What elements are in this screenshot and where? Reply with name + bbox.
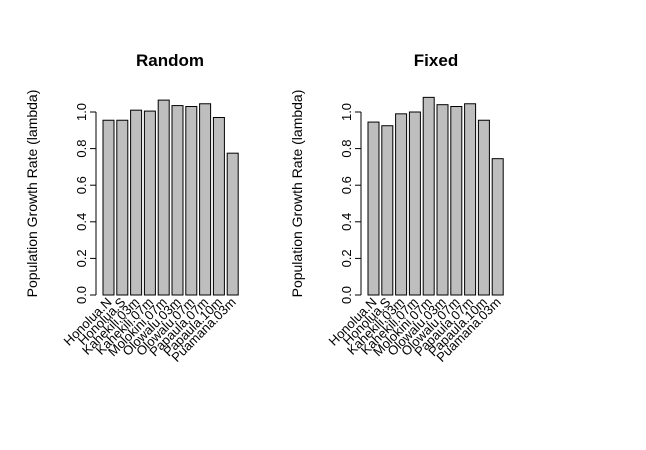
chart-title: Random [136,51,204,70]
bar-Kahekili.07m [408,111,421,296]
y-tick-label: 1.0 [339,103,354,121]
y-tick-label: 0.4 [339,213,354,231]
bar-Olowalu.07m [185,106,198,296]
y-tick-label: 0.8 [74,140,89,158]
y-tick-label: 0.0 [74,286,89,304]
y-tick-label: 0.6 [339,176,354,194]
y-axis-label: Population Growth Rate (lambda) [289,90,305,298]
bar-Molokini.07m [422,96,435,296]
y-tick-label: 0.0 [339,286,354,304]
chart-title: Fixed [414,51,458,70]
y-tick-label: 0.6 [74,176,89,194]
bar-Papaula.07m [199,103,212,296]
bar-Honolua.S [381,125,394,296]
bar-Honolua.S [116,119,129,296]
bar-Kahekili.03m [130,109,143,296]
bar-Puamana.03m [226,152,239,296]
y-tick-label: 1.0 [74,103,89,121]
y-axis-label: Population Growth Rate (lambda) [24,90,40,298]
chart-panel-2: Fixed Population Growth Rate (lambda) 0.0 0… [289,51,504,365]
bar-Papaula.10m [477,119,490,296]
bar-Papaula.10m [212,116,225,296]
chart-panel-1: Random Population Growth Rate (lambda) 0.0… [24,51,239,365]
bar-Olowalu.03m [171,105,184,296]
y-tick-label: 0.2 [74,249,89,267]
bar-Honolua.N [102,119,115,296]
bar-Puamana.03m [491,158,504,296]
y-tick-label: 0.4 [74,213,89,231]
y-tick-label: 0.8 [339,140,354,158]
bar-Honolua.N [367,121,380,296]
bar-Papaula.07m [464,103,477,296]
bar-Olowalu.07m [450,106,463,296]
bar-Kahekili.03m [395,113,408,296]
bar-Kahekili.07m [143,110,156,296]
bar-Molokini.07m [157,99,170,296]
bar-Olowalu.03m [436,104,449,296]
y-tick-label: 0.2 [339,249,354,267]
